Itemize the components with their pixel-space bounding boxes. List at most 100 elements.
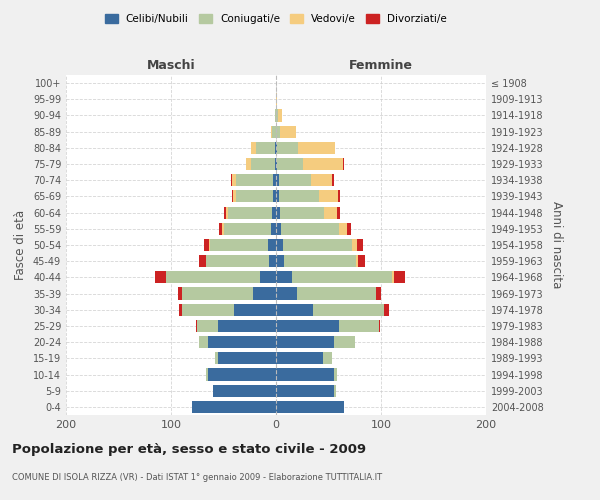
Bar (272, 206, 276, 218)
Bar (155, 272, 166, 283)
Bar (276, 239, 283, 251)
Bar (196, 320, 197, 332)
Bar (218, 352, 276, 364)
Bar (197, 320, 218, 332)
Bar (276, 384, 334, 397)
Bar (206, 368, 208, 380)
Bar (209, 239, 210, 251)
Bar (275, 158, 276, 170)
Y-axis label: Fasce di età: Fasce di età (14, 210, 27, 280)
Bar (271, 222, 276, 235)
Bar (276, 352, 323, 364)
Bar (276, 126, 280, 138)
Bar (166, 272, 260, 283)
Bar (234, 304, 276, 316)
Bar (276, 110, 278, 122)
Bar (226, 206, 228, 218)
Bar (276, 158, 277, 170)
Bar (220, 222, 223, 235)
Bar (297, 288, 376, 300)
Bar (273, 174, 276, 186)
Bar (283, 239, 352, 251)
Bar (319, 190, 338, 202)
Bar (298, 142, 335, 154)
Bar (203, 239, 209, 251)
Bar (284, 255, 356, 268)
Bar (232, 190, 233, 202)
Bar (352, 239, 357, 251)
Bar (236, 190, 273, 202)
Bar (292, 272, 392, 283)
Bar (281, 222, 339, 235)
Bar (276, 174, 279, 186)
Bar (332, 174, 334, 186)
Bar (199, 255, 206, 268)
Bar (276, 255, 284, 268)
Bar (275, 110, 276, 122)
Bar (276, 401, 344, 413)
Bar (343, 158, 344, 170)
Bar (313, 304, 384, 316)
Bar (278, 110, 283, 122)
Bar (334, 368, 337, 380)
Bar (323, 352, 332, 364)
Legend: Celibi/Nubili, Coniugati/e, Vedovi/e, Divorziati/e: Celibi/Nubili, Coniugati/e, Vedovi/e, Di… (101, 10, 451, 29)
Bar (279, 174, 311, 186)
Bar (280, 126, 296, 138)
Bar (276, 190, 279, 202)
Bar (277, 158, 304, 170)
Bar (394, 272, 405, 283)
Bar (271, 126, 272, 138)
Bar (260, 272, 276, 283)
Bar (245, 158, 251, 170)
Bar (358, 255, 365, 268)
Bar (253, 288, 276, 300)
Bar (280, 206, 324, 218)
Bar (269, 255, 276, 268)
Bar (233, 190, 236, 202)
Bar (276, 206, 280, 218)
Bar (277, 142, 298, 154)
Bar (275, 142, 276, 154)
Bar (179, 304, 182, 316)
Bar (232, 174, 236, 186)
Bar (347, 222, 350, 235)
Bar (357, 239, 363, 251)
Bar (276, 368, 334, 380)
Bar (276, 272, 292, 283)
Bar (192, 401, 276, 413)
Bar (276, 142, 277, 154)
Bar (182, 304, 234, 316)
Bar (210, 239, 268, 251)
Bar (339, 222, 347, 235)
Bar (311, 174, 332, 186)
Bar (268, 239, 276, 251)
Bar (276, 320, 339, 332)
Bar (199, 336, 208, 348)
Bar (392, 272, 394, 283)
Text: COMUNE DI ISOLA RIZZA (VR) - Dati ISTAT 1° gennaio 2009 - Elaborazione TUTTITALI: COMUNE DI ISOLA RIZZA (VR) - Dati ISTAT … (12, 472, 382, 482)
Bar (224, 206, 226, 218)
Bar (273, 190, 276, 202)
Text: Maschi: Maschi (146, 59, 196, 72)
Bar (228, 206, 272, 218)
Bar (356, 255, 358, 268)
Bar (276, 288, 297, 300)
Bar (272, 126, 276, 138)
Bar (334, 336, 355, 348)
Bar (334, 384, 336, 397)
Bar (325, 206, 337, 218)
Bar (339, 320, 379, 332)
Bar (231, 174, 232, 186)
Bar (256, 142, 275, 154)
Bar (236, 174, 273, 186)
Bar (338, 190, 340, 202)
Bar (276, 222, 281, 235)
Bar (384, 304, 389, 316)
Text: Femmine: Femmine (349, 59, 413, 72)
Bar (276, 304, 313, 316)
Bar (337, 206, 340, 218)
Bar (218, 320, 276, 332)
Bar (178, 288, 182, 300)
Bar (251, 142, 256, 154)
